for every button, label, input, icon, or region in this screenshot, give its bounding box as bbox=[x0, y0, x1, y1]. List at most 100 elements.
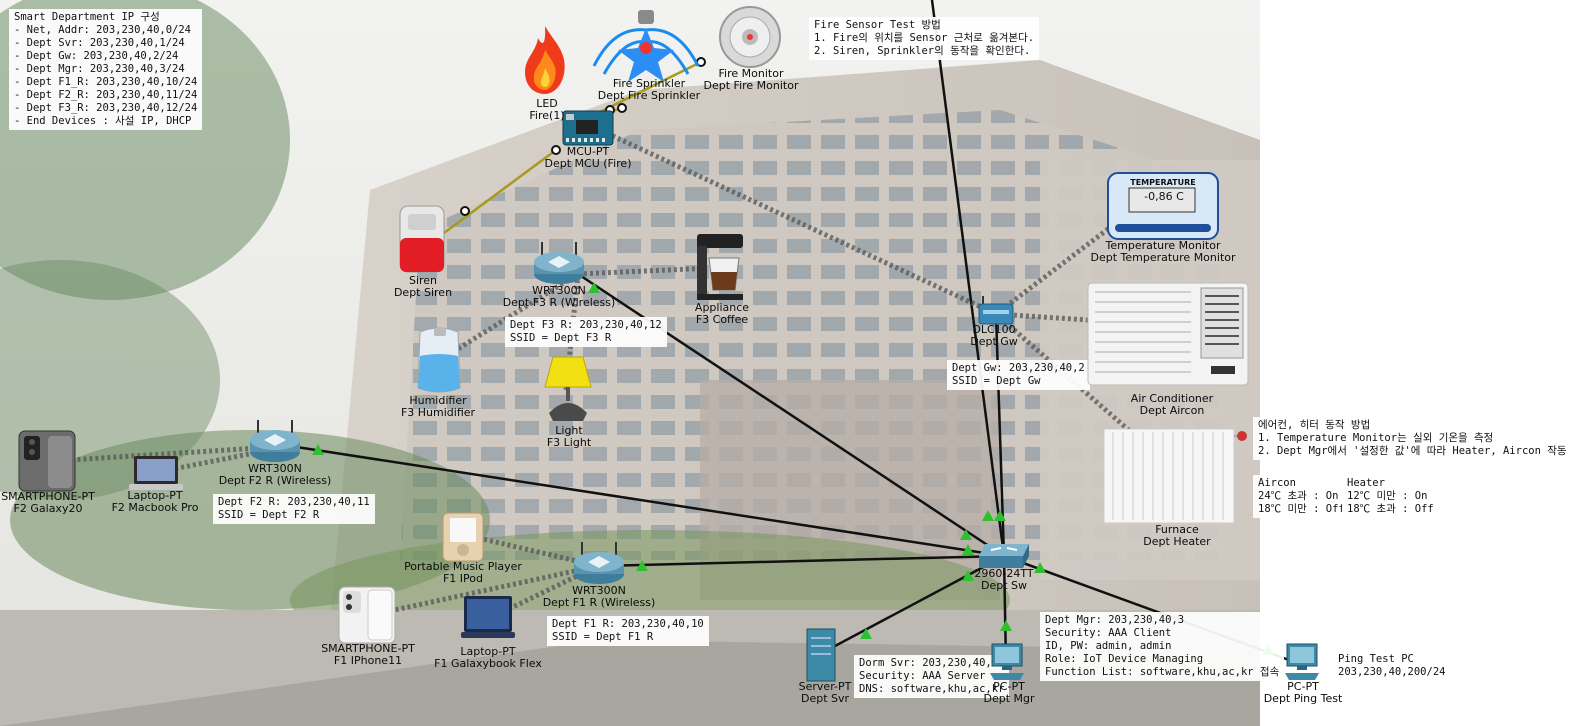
device-type: Air Conditioner bbox=[1130, 392, 1214, 405]
ip-plan-line: - Dept F1_R: 203,230,40,10/24 bbox=[14, 76, 198, 88]
device-type: Humidifier bbox=[409, 394, 467, 407]
ip-plan-line: Smart Department IP 구성 bbox=[14, 11, 160, 23]
device-name: Dept Temperature Monitor bbox=[1090, 251, 1236, 264]
temperature-header: TEMPERATURE bbox=[1130, 178, 1196, 187]
lamp-icon[interactable] bbox=[539, 355, 597, 425]
radiator-icon[interactable] bbox=[1103, 428, 1249, 524]
fire-sprinkler-icon[interactable] bbox=[584, 8, 708, 86]
sprinkler-label: Fire Sprinkler Dept Fire Sprinkler bbox=[598, 78, 700, 102]
iphone-label: SMARTPHONE-PT F1 IPhone11 bbox=[321, 643, 415, 667]
device-type: Furnace bbox=[1155, 523, 1199, 536]
temperature-value: -0,86 C bbox=[1144, 190, 1184, 203]
device-type: LED bbox=[536, 97, 558, 110]
device-name: Dept Ping Test bbox=[1263, 692, 1343, 705]
device-name: F1 IPhone11 bbox=[333, 654, 403, 667]
server-line: DNS: software,khu,ac,kr bbox=[859, 683, 1005, 695]
f2-router-line: Dept F2 R: 203,230,40,11 bbox=[218, 496, 370, 508]
wireless-router-icon[interactable] bbox=[572, 540, 626, 586]
device-type: Laptop-PT bbox=[460, 645, 516, 658]
led-label: LED Fire(1) bbox=[529, 98, 564, 122]
f1-router-label: WRT300N Dept F1 R (Wireless) bbox=[543, 585, 656, 609]
smoke-detector-icon[interactable] bbox=[717, 5, 783, 69]
laptop-icon[interactable] bbox=[128, 455, 184, 491]
wireless-link bbox=[598, 127, 998, 317]
device-name: Dept Gw bbox=[970, 335, 1018, 348]
wireless-link bbox=[577, 265, 713, 277]
music-player-icon[interactable] bbox=[442, 512, 484, 562]
link-up-indicator bbox=[1034, 562, 1046, 573]
device-type: DLC100 bbox=[972, 323, 1016, 336]
mgr-pc-label: PC-PT Dept Mgr bbox=[983, 681, 1034, 705]
device-name: F2 Galaxy20 bbox=[13, 502, 83, 515]
mcu-board-icon[interactable] bbox=[562, 110, 614, 146]
air-conditioner-icon[interactable] bbox=[1087, 282, 1249, 386]
gateway-line: Dept Gw: 203,230,40,2 bbox=[952, 362, 1085, 374]
home-gateway-icon[interactable] bbox=[977, 296, 1015, 326]
device-name: Dept F3 R (Wireless) bbox=[502, 296, 616, 309]
heater-rule-line: 12℃ 미만 : On bbox=[1347, 490, 1428, 502]
smartphone-icon[interactable] bbox=[18, 430, 76, 492]
galaxy20-label: SMARTPHONE-PT F2 Galaxy20 bbox=[1, 491, 95, 515]
ping-note: Ping Test PC 203,230,40,200/24 bbox=[1333, 651, 1451, 681]
gateway-line: SSID = Dept Gw bbox=[952, 375, 1041, 387]
wireless-router-icon[interactable] bbox=[248, 418, 302, 464]
device-type: WRT300N bbox=[248, 462, 302, 475]
mgr-line: Security: AAA Client bbox=[1045, 627, 1172, 639]
f3-router-label: WRT300N Dept F3 R (Wireless) bbox=[503, 285, 616, 309]
iot-cable bbox=[439, 148, 557, 238]
coffee-maker-icon[interactable] bbox=[695, 232, 745, 302]
fire-test-line: Fire Sensor Test 방법 bbox=[814, 19, 941, 31]
wireless-link bbox=[994, 312, 1142, 442]
mgr-line: Function List: software,khu,ac,kr 접속 bbox=[1045, 666, 1280, 678]
f3-router-line: Dept F3 R: 203,230,40,12 bbox=[510, 319, 662, 331]
device-name: F3 Coffee bbox=[695, 313, 749, 326]
gateway-note: Dept Gw: 203,230,40,2 SSID = Dept Gw bbox=[947, 360, 1090, 390]
mgr-note: Dept Mgr: 203,230,40,3 Security: AAA Clie… bbox=[1040, 612, 1285, 681]
server-icon[interactable] bbox=[806, 628, 836, 682]
aircon-rule-line: 24℃ 초과 : On bbox=[1258, 490, 1339, 502]
fire-icon[interactable] bbox=[520, 24, 570, 96]
link-up-indicator bbox=[588, 282, 600, 293]
ipod-label: Portable Music Player F1 IPod bbox=[404, 561, 522, 585]
fire-test-line: 2. Siren, Sprinkler의 동작을 확인한다. bbox=[814, 45, 1031, 57]
fire-monitor-label: Fire Monitor Dept Fire Monitor bbox=[704, 68, 799, 92]
link-up-indicator bbox=[960, 529, 972, 540]
pc-icon[interactable] bbox=[988, 643, 1026, 681]
link-up-indicator bbox=[962, 544, 974, 555]
device-type: Server-PT bbox=[798, 680, 852, 693]
furnace-label: Furnace Dept Heater bbox=[1143, 524, 1210, 548]
ethernet-link bbox=[930, 0, 1006, 557]
siren-label: Siren Dept Siren bbox=[394, 275, 452, 299]
siren-icon[interactable] bbox=[396, 204, 448, 276]
device-type: SMARTPHONE-PT bbox=[321, 642, 415, 655]
humidifier-icon[interactable] bbox=[410, 326, 468, 396]
wireless-router-icon[interactable] bbox=[532, 240, 586, 286]
server-line: Dorm Svr: 203,230,40,1 bbox=[859, 657, 999, 669]
device-name: Fire(1) bbox=[529, 109, 565, 122]
device-name: Dept Mgr bbox=[983, 692, 1035, 705]
device-name: F1 IPod bbox=[442, 572, 484, 585]
mgr-line: Role: IoT Device Managing bbox=[1045, 653, 1204, 665]
cable-port bbox=[617, 103, 627, 113]
server-line: Security: AAA Server bbox=[859, 670, 986, 682]
ac-test-note: 에어컨, 히터 동작 방법 1. Temperature Monitor는 실외 … bbox=[1253, 417, 1572, 460]
laptop-icon[interactable] bbox=[460, 595, 516, 641]
smartphone-icon[interactable] bbox=[338, 586, 396, 644]
link-up-indicator bbox=[636, 560, 648, 571]
device-type: Laptop-PT bbox=[127, 489, 183, 502]
device-type: PC-PT bbox=[1287, 680, 1319, 693]
pc-icon[interactable] bbox=[1283, 643, 1321, 681]
temperature-monitor-icon[interactable] bbox=[1107, 172, 1219, 242]
device-type: Light bbox=[555, 424, 583, 437]
ip-plan-line: - Dept Mgr: 203,230,40,3/24 bbox=[14, 63, 185, 75]
switch-icon[interactable] bbox=[977, 540, 1031, 570]
ethernet-link bbox=[597, 554, 1005, 568]
server-label: Server-PT Dept Svr bbox=[799, 681, 852, 705]
cable-port bbox=[460, 206, 470, 216]
device-name: Dept Sw bbox=[980, 579, 1027, 592]
aircon-label: Air Conditioner Dept Aircon bbox=[1131, 393, 1213, 417]
ip-plan-line: - Net, Addr: 203,230,40,0/24 bbox=[14, 24, 192, 36]
mcu-label: MCU-PT Dept MCU (Fire) bbox=[545, 146, 632, 170]
device-type: Temperature Monitor bbox=[1105, 239, 1221, 252]
aircon-rule-line: Aircon bbox=[1258, 477, 1296, 489]
